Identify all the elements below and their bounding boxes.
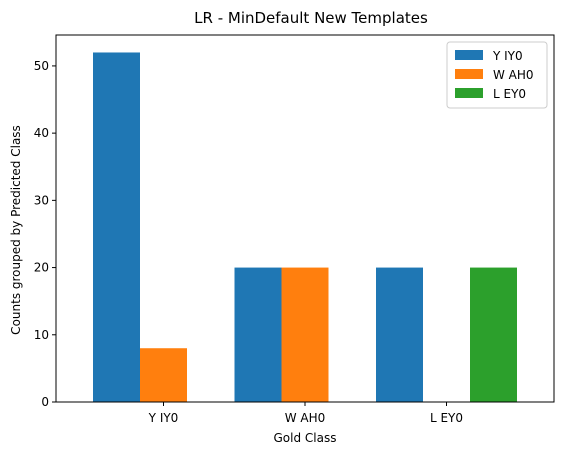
y-tick-label-40: 40 bbox=[34, 126, 49, 140]
y-tick-label-0: 0 bbox=[41, 395, 49, 409]
bar-y-iy0-l-ey0 bbox=[376, 267, 423, 402]
chart-title: LR - MinDefault New Templates bbox=[194, 9, 428, 27]
bar-y-iy0-w-ah0 bbox=[234, 267, 282, 402]
legend-label-y-iy0: Y IY0 bbox=[492, 49, 523, 63]
legend: Y IY0 W AH0 L EY0 bbox=[446, 41, 548, 109]
y-tick-label-30: 30 bbox=[34, 193, 49, 207]
legend-swatch-l-ey0 bbox=[455, 88, 483, 98]
legend-label-w-ah0: W AH0 bbox=[493, 68, 534, 82]
bar-w-ah0-w-ah0 bbox=[281, 267, 329, 402]
legend-swatch-w-ah0 bbox=[455, 69, 483, 79]
y-axis: 0 10 20 30 40 50 bbox=[34, 59, 56, 409]
y-tick-label-20: 20 bbox=[34, 261, 49, 275]
legend-swatch-y-iy0 bbox=[455, 50, 483, 60]
x-tick-label-y-iy0: Y IY0 bbox=[148, 411, 179, 425]
x-axis-label: Gold Class bbox=[274, 431, 337, 445]
legend-label-l-ey0: L EY0 bbox=[493, 87, 526, 101]
y-tick-label-50: 50 bbox=[34, 59, 49, 73]
bars-group bbox=[93, 52, 517, 402]
y-tick-label-10: 10 bbox=[34, 328, 49, 342]
bar-y-iy0-y-iy0 bbox=[93, 52, 140, 402]
x-tick-label-w-ah0: W AH0 bbox=[285, 411, 326, 425]
bar-l-ey0-l-ey0 bbox=[470, 267, 517, 402]
plot-frame bbox=[55, 34, 555, 403]
y-axis-label: Counts grouped by Predicted Class bbox=[9, 125, 23, 335]
x-axis: Y IY0 W AH0 L EY0 bbox=[148, 402, 463, 425]
x-tick-label-l-ey0: L EY0 bbox=[430, 411, 463, 425]
bar-w-ah0-y-iy0 bbox=[140, 348, 187, 402]
